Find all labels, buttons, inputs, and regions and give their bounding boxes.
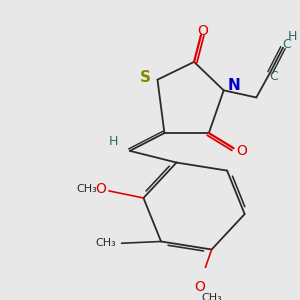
Text: O: O <box>197 24 208 38</box>
Text: CH₃: CH₃ <box>77 184 98 194</box>
Text: O: O <box>194 280 205 294</box>
Text: O: O <box>236 144 247 158</box>
Text: C: C <box>270 70 278 83</box>
Text: H: H <box>108 136 118 148</box>
Text: H: H <box>288 31 298 44</box>
Text: N: N <box>227 78 240 93</box>
Text: C: C <box>283 38 291 51</box>
Text: CH₃: CH₃ <box>95 238 116 248</box>
Text: S: S <box>140 70 151 86</box>
Text: CH₃: CH₃ <box>201 292 222 300</box>
Text: O: O <box>95 182 106 196</box>
